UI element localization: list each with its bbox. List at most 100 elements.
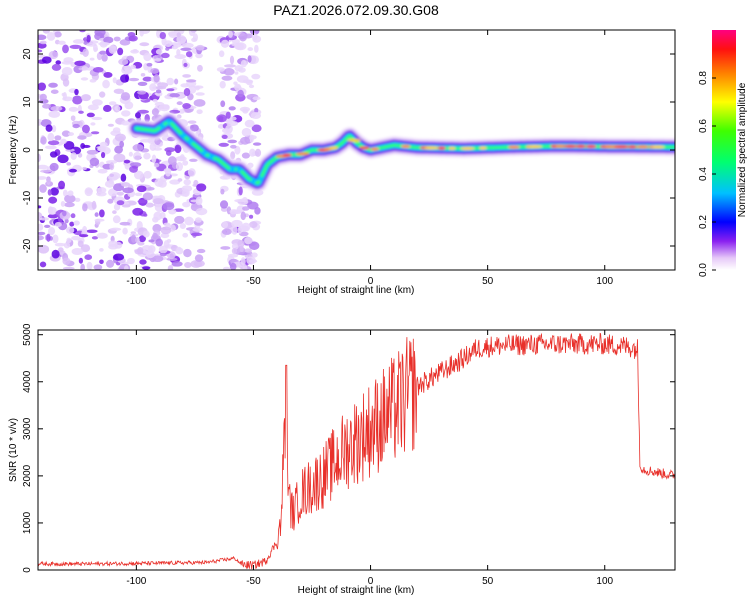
heatmap-speckle bbox=[251, 252, 258, 258]
heatmap-speckle bbox=[155, 89, 162, 94]
heatmap-speckle bbox=[179, 154, 185, 162]
colorbar-tick-label: 0.6 bbox=[698, 119, 709, 133]
ridge-hotspot bbox=[359, 146, 370, 150]
heatmap-speckle bbox=[77, 240, 84, 248]
heatmap-speckle bbox=[54, 31, 62, 38]
heatmap-speckle bbox=[90, 131, 100, 135]
heatmap-speckle bbox=[182, 201, 191, 208]
heatmap-speckle bbox=[143, 213, 148, 217]
heatmap-speckle bbox=[223, 64, 236, 68]
heatmap-speckle bbox=[80, 143, 86, 150]
heatmap-speckle bbox=[61, 60, 74, 65]
y-tick-label: 4000 bbox=[22, 370, 33, 393]
x-tick-label: -100 bbox=[126, 276, 146, 287]
heatmap-speckle bbox=[97, 168, 108, 174]
heatmap-speckle bbox=[122, 187, 134, 194]
colorbar-tick-label: 0.0 bbox=[698, 263, 709, 277]
x-tick-label: 50 bbox=[482, 576, 494, 587]
heatmap-speckle bbox=[46, 176, 51, 186]
heatmap-speckle bbox=[155, 238, 163, 247]
heatmap-speckle bbox=[54, 222, 62, 228]
heatmap-speckle bbox=[101, 54, 108, 62]
heatmap-speckle bbox=[98, 41, 110, 46]
heatmap-speckle bbox=[219, 80, 226, 89]
heatmap-speckle bbox=[151, 108, 160, 116]
ridge-hotspot bbox=[479, 146, 487, 150]
heatmap-speckle bbox=[72, 123, 80, 129]
heatmap-speckle bbox=[58, 40, 66, 45]
heatmap-speckle bbox=[94, 30, 106, 37]
heatmap-speckle bbox=[47, 132, 55, 142]
heatmap-speckle bbox=[82, 166, 87, 171]
heatmap-speckle bbox=[240, 136, 251, 145]
heatmap-speckle bbox=[222, 128, 230, 134]
ridge-hotspot bbox=[526, 145, 543, 149]
heatmap-speckle bbox=[86, 42, 97, 47]
heatmap-speckle bbox=[165, 47, 170, 51]
heatmap-speckle bbox=[47, 189, 52, 196]
heatmap-speckle bbox=[195, 92, 205, 96]
heatmap-speckle bbox=[91, 200, 97, 210]
heatmap-speckle bbox=[91, 99, 103, 106]
heatmap-speckle bbox=[182, 74, 191, 78]
heatmap-speckle bbox=[39, 40, 47, 45]
heatmap-speckle bbox=[118, 58, 129, 66]
heatmap-speckle bbox=[102, 104, 112, 113]
heatmap-speckle bbox=[196, 248, 206, 254]
heatmap-speckle bbox=[229, 209, 239, 215]
heatmap-speckle bbox=[155, 86, 167, 90]
heatmap-speckle bbox=[89, 157, 100, 167]
snr-y-axis-title: SNR (10 * v/v) bbox=[8, 418, 19, 482]
heatmap-speckle bbox=[114, 105, 121, 112]
heatmap-speckle bbox=[167, 265, 174, 270]
heatmap-speckle bbox=[242, 108, 249, 114]
heatmap-speckle bbox=[82, 124, 90, 134]
x-tick-label: 100 bbox=[596, 276, 613, 287]
heatmap-speckle bbox=[128, 35, 138, 42]
heatmap-speckle bbox=[120, 182, 131, 187]
heatmap-speckle bbox=[99, 50, 107, 55]
heatmap-speckle bbox=[38, 153, 41, 163]
heatmap-speckle bbox=[239, 245, 244, 253]
x-tick-label: -100 bbox=[126, 576, 146, 587]
heatmap-speckle bbox=[220, 100, 226, 108]
heatmap-speckle bbox=[113, 88, 125, 94]
heatmap-speckle bbox=[86, 112, 95, 118]
heatmap-speckle bbox=[240, 59, 247, 68]
heatmap-speckle bbox=[99, 259, 104, 265]
heatmap-speckle bbox=[103, 71, 113, 78]
heatmap-speckle bbox=[254, 207, 261, 215]
ridge-hotspot bbox=[460, 146, 475, 151]
page-title: PAZ1.2026.072.09.30.G08 bbox=[273, 2, 439, 18]
heatmap-speckle bbox=[195, 196, 203, 206]
ridge-hotspot bbox=[282, 153, 292, 157]
heatmap-speckle bbox=[38, 176, 48, 180]
heatmap-speckle bbox=[55, 60, 62, 65]
heatmap-speckle bbox=[96, 146, 104, 150]
ridge-hotspot-cyan bbox=[187, 139, 193, 144]
heatmap-speckle bbox=[216, 114, 227, 123]
snr-frame bbox=[37, 329, 676, 571]
heatmap-speckle bbox=[62, 210, 67, 217]
heatmap-speckle bbox=[247, 55, 252, 63]
heatmap-speckle bbox=[94, 212, 99, 217]
heatmap-speckle bbox=[77, 135, 87, 140]
heatmap-speckle bbox=[54, 135, 62, 141]
heatmap-speckle bbox=[44, 145, 57, 150]
ridge-hotspot bbox=[295, 152, 310, 156]
heatmap-speckle bbox=[94, 218, 105, 222]
heatmap-speckle bbox=[48, 110, 61, 118]
heatmap-ridge bbox=[127, 112, 675, 193]
heatmap-speckle bbox=[128, 77, 140, 82]
heatmap-speckle bbox=[91, 116, 103, 121]
heatmap-speckle bbox=[39, 217, 49, 221]
colorbar-gradient bbox=[712, 30, 736, 270]
heatmap-speckle bbox=[70, 152, 77, 160]
heatmap-speckle bbox=[152, 98, 158, 103]
heatmap-speckle bbox=[69, 44, 82, 50]
heatmap-speckle bbox=[137, 81, 148, 86]
heatmap-speckle bbox=[132, 143, 144, 152]
heatmap-speckle bbox=[54, 242, 66, 247]
heatmap-speckle bbox=[84, 187, 93, 197]
